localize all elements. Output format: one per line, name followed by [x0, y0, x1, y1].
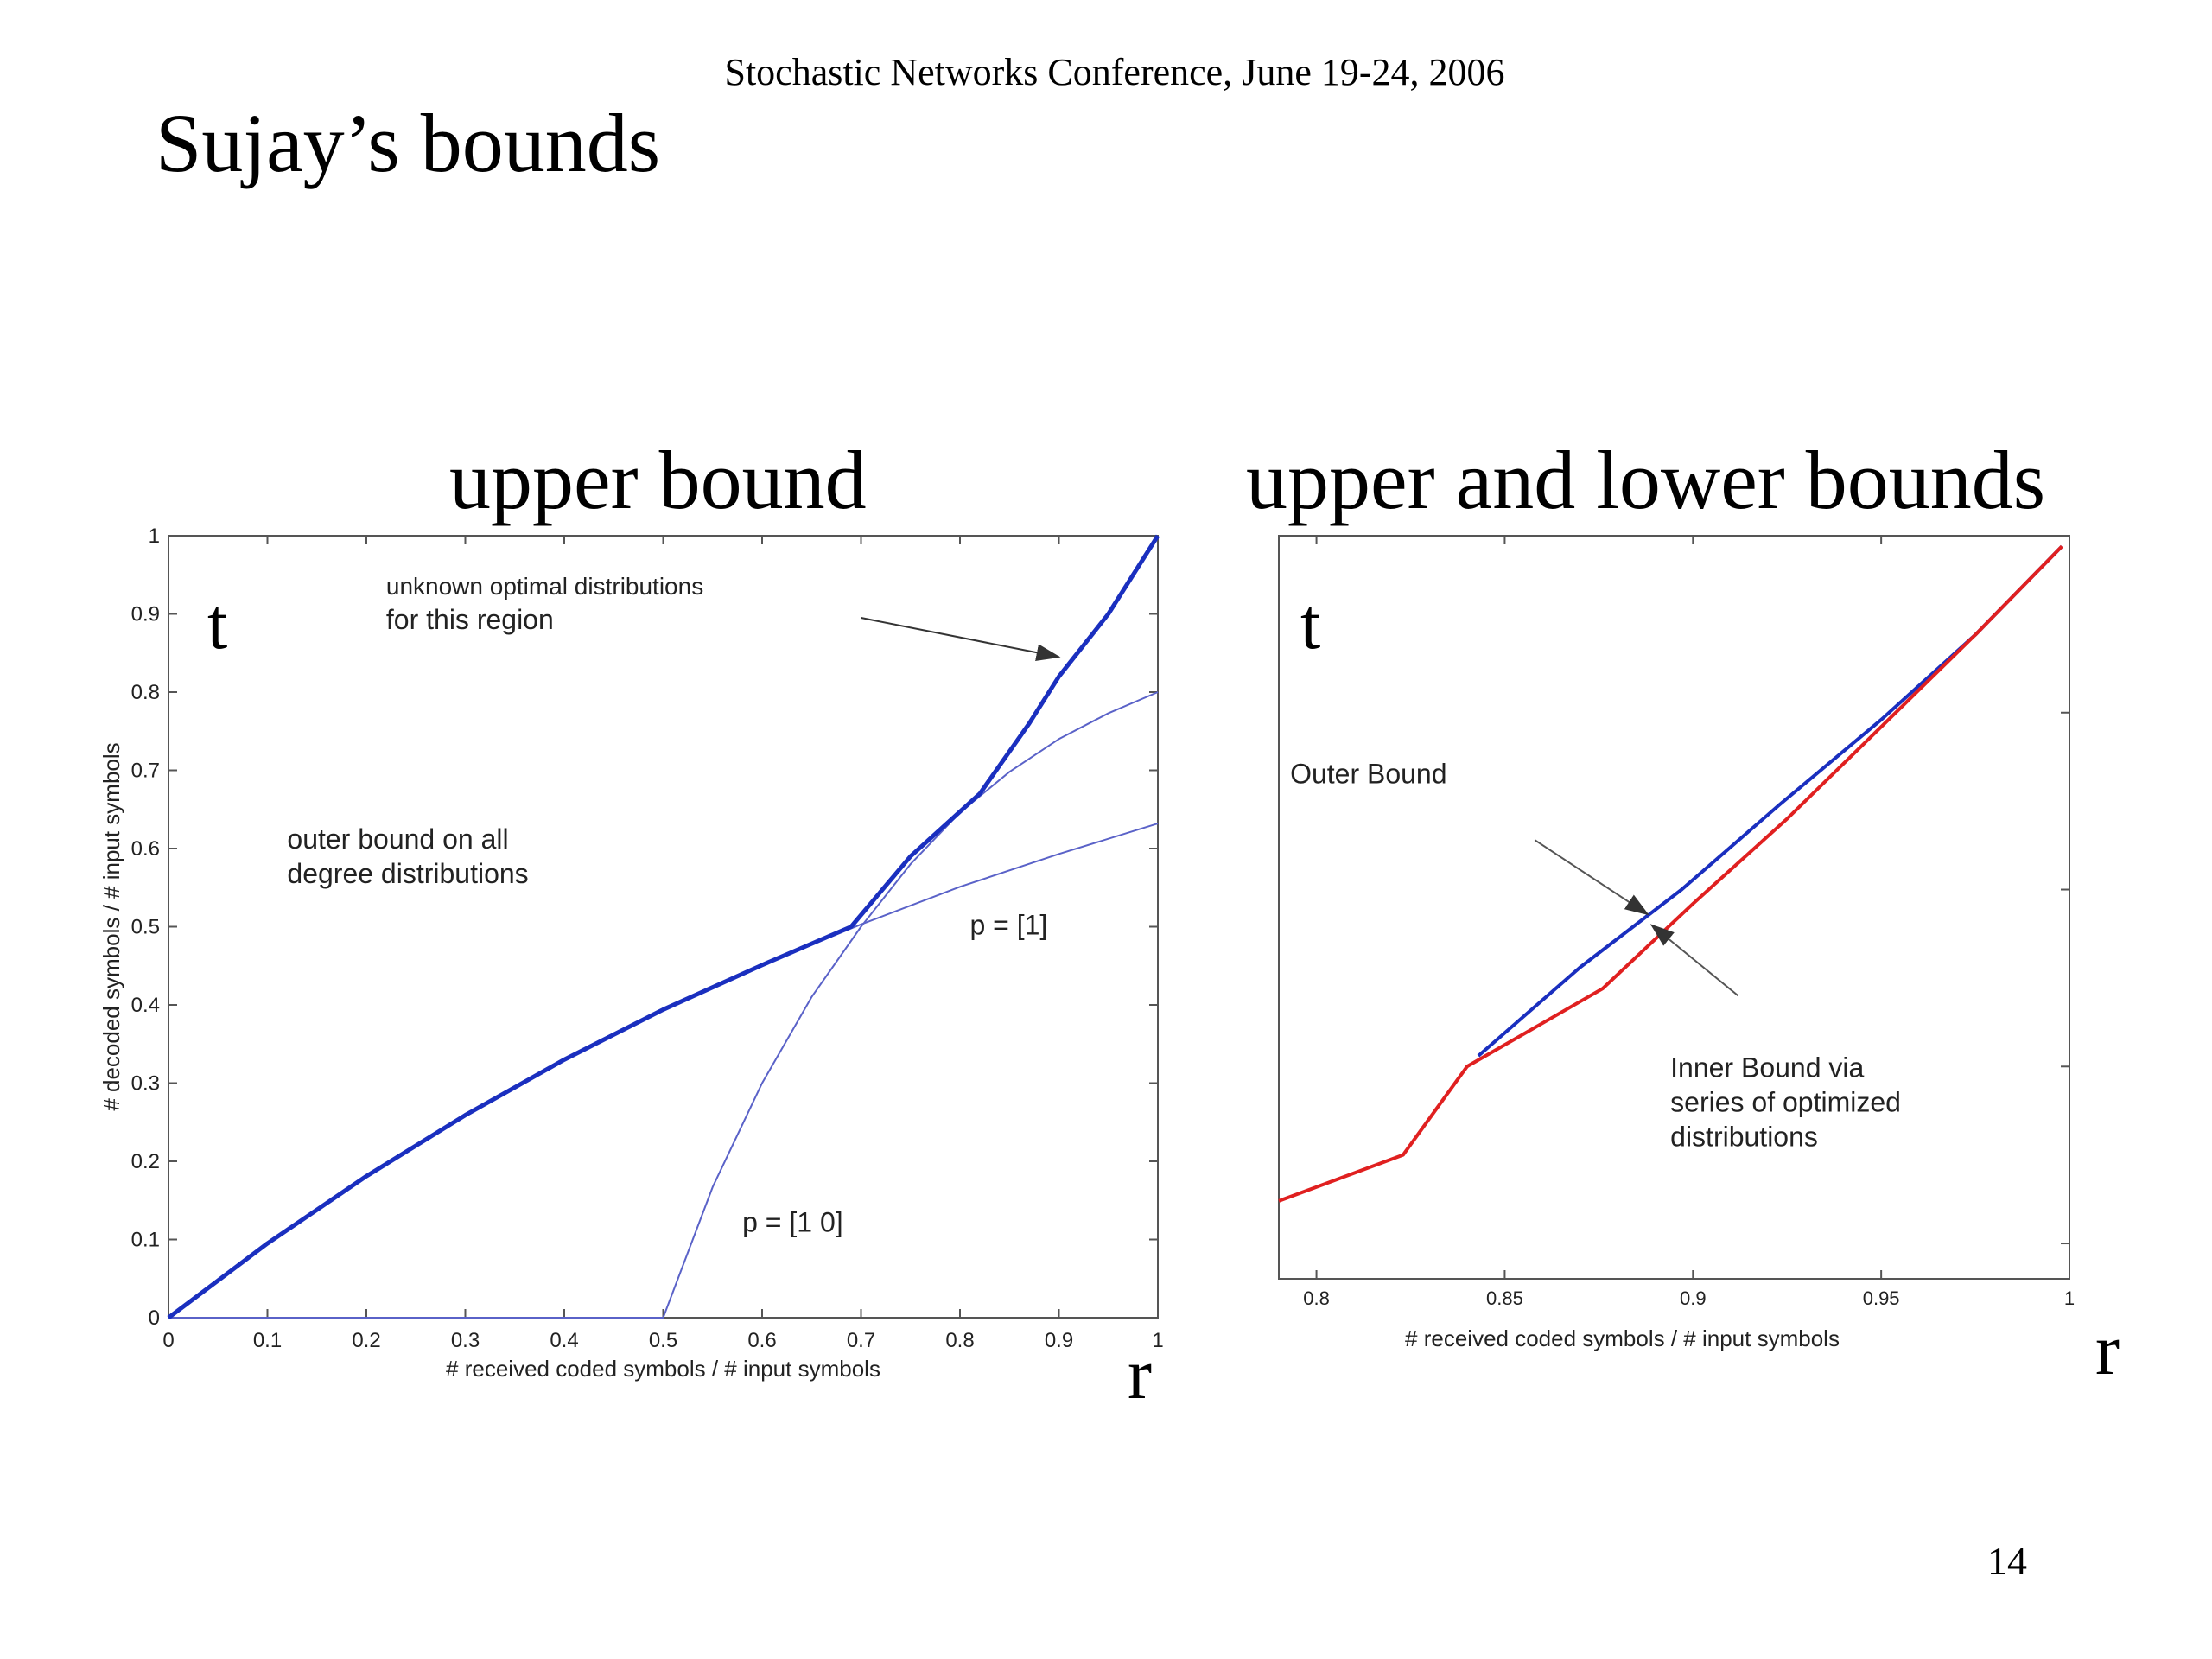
series-outer-bound-line: [167, 534, 1160, 1319]
x-axis-label: # received coded symbols / # input symbo…: [446, 1356, 880, 1382]
annotation-text: unknown optimal distributions: [386, 573, 703, 600]
right-panel-title: upper and lower bounds: [1246, 434, 2046, 526]
y-tick-label: 0.4: [131, 994, 160, 1017]
x-tick-label: 0.9: [1045, 1329, 1073, 1352]
y-tick-label: 0.6: [131, 837, 160, 861]
x-tick-label: 0.8: [1303, 1287, 1330, 1309]
axis-letter-r: r: [2095, 1310, 2120, 1390]
x-axis-label: # received coded symbols / # input symbo…: [1405, 1325, 1840, 1351]
y-tick-label: 0.9: [131, 603, 160, 626]
annotation-text: Inner Bound via: [1670, 1052, 1864, 1084]
x-tick-label: 0: [162, 1329, 174, 1352]
y-tick-label: 0.8: [131, 681, 160, 704]
axis-letter-t: t: [207, 584, 227, 664]
x-tick-label: 0.1: [253, 1329, 282, 1352]
annotation-arrow: [1649, 924, 1739, 997]
y-tick-label: 0.2: [131, 1150, 160, 1173]
annotation-text: distributions: [1670, 1122, 1818, 1153]
axis-letter-r: r: [1128, 1334, 1152, 1414]
page-number: 14: [1987, 1539, 2027, 1583]
series-outer-bound-line: [1477, 544, 2063, 1058]
left-panel-title: upper bound: [449, 434, 867, 526]
x-tick-label: 0.2: [352, 1329, 380, 1352]
axis-letter-t: t: [1300, 584, 1320, 664]
upper-bound-chart: 0 0.1 0.2 0.3 0.4 0.5 0.6 0.7 0.8 0.9 1 0 0.1 0.2 0.3 0…: [99, 524, 1164, 1414]
annotation-text: p = [1 0]: [742, 1206, 843, 1237]
x-tick-label: 0.6: [747, 1329, 776, 1352]
x-tick-label: 1: [2064, 1287, 2075, 1309]
y-tick-label: 1: [149, 524, 160, 548]
annotation-text: degree distributions: [287, 858, 528, 889]
annotation-arrow: [1534, 839, 1649, 916]
x-tick-label: 1: [1152, 1329, 1163, 1352]
y-tick-label: 0.5: [131, 916, 160, 939]
y-tick-label: 0: [149, 1306, 160, 1330]
y-axis-label: # decoded symbols / # input symbols: [99, 742, 124, 1110]
x-tick-label: 0.9: [1680, 1287, 1707, 1309]
series-inner-bound-line: [1278, 544, 2063, 1203]
conference-header: Stochastic Networks Conference, June 19-…: [724, 51, 1505, 93]
y-tick-label: 0.3: [131, 1072, 160, 1096]
x-tick-label: 0.5: [649, 1329, 677, 1352]
upper-lower-bounds-chart: 0.8 0.85 0.9 0.95 1 # received coded symbols …: [1278, 535, 2120, 1390]
annotation-text: Outer Bound: [1290, 759, 1446, 790]
x-tick-label: 0.7: [847, 1329, 875, 1352]
y-tick-label: 0.1: [131, 1229, 160, 1252]
series-line: [168, 691, 1159, 1319]
annotation-text: p = [1]: [969, 910, 1047, 941]
x-tick-label: 0.4: [550, 1329, 578, 1352]
x-tick-label: 0.3: [451, 1329, 480, 1352]
annotation-text: for this region: [386, 604, 554, 635]
y-tick-label: 0.7: [131, 760, 160, 783]
annotation-text: outer bound on all: [287, 823, 508, 855]
x-tick-label: 0.85: [1486, 1287, 1523, 1309]
annotation-text: series of optimized: [1670, 1087, 1901, 1118]
slide-title: Sujay’s bounds: [156, 97, 661, 189]
annotation-arrow: [861, 617, 1061, 662]
x-tick-label: 0.8: [945, 1329, 974, 1352]
x-tick-label: 0.95: [1863, 1287, 1900, 1309]
plot-frame: [1278, 535, 2070, 1280]
